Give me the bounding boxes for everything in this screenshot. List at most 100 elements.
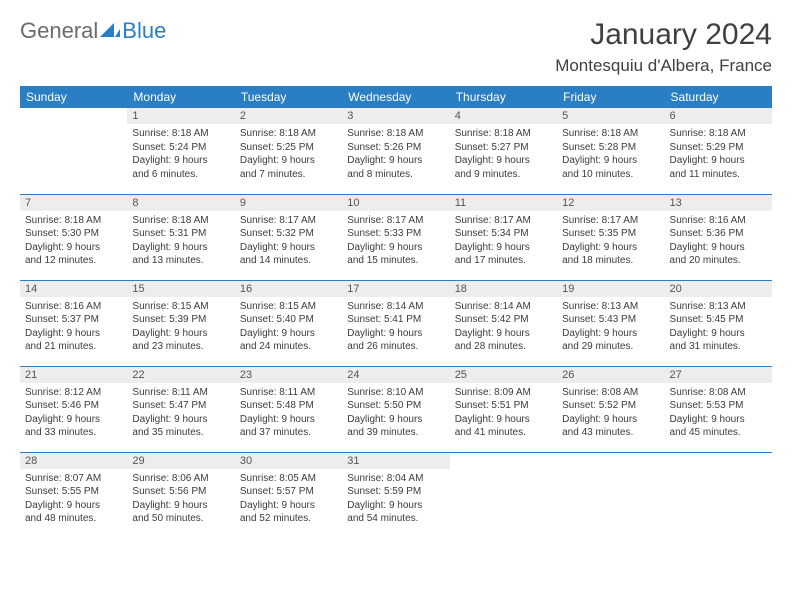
- day-number: 21: [20, 367, 127, 383]
- day-number: 24: [342, 367, 449, 383]
- daylight-line: Daylight: 9 hours: [25, 327, 122, 341]
- daylight-line: and 33 minutes.: [25, 426, 122, 440]
- daylight-line: Daylight: 9 hours: [455, 413, 552, 427]
- calendar-day-cell: 17Sunrise: 8:14 AMSunset: 5:41 PMDayligh…: [342, 280, 449, 366]
- daylight-line: Daylight: 9 hours: [240, 499, 337, 513]
- daylight-line: and 8 minutes.: [347, 168, 444, 182]
- sunrise-line: Sunrise: 8:04 AM: [347, 472, 444, 486]
- day-number: 26: [557, 367, 664, 383]
- daylight-line: and 11 minutes.: [670, 168, 767, 182]
- calendar-day-cell: 29Sunrise: 8:06 AMSunset: 5:56 PMDayligh…: [127, 452, 234, 538]
- daylight-line: Daylight: 9 hours: [670, 413, 767, 427]
- daylight-line: Daylight: 9 hours: [670, 327, 767, 341]
- sunset-line: Sunset: 5:25 PM: [240, 141, 337, 155]
- daylight-line: and 39 minutes.: [347, 426, 444, 440]
- sunrise-line: Sunrise: 8:11 AM: [132, 386, 229, 400]
- daylight-line: Daylight: 9 hours: [347, 241, 444, 255]
- calendar-day-cell: [665, 452, 772, 538]
- month-title: January 2024: [555, 18, 772, 52]
- sunset-line: Sunset: 5:42 PM: [455, 313, 552, 327]
- sunset-line: Sunset: 5:40 PM: [240, 313, 337, 327]
- daylight-line: Daylight: 9 hours: [347, 499, 444, 513]
- day-info: Sunrise: 8:15 AMSunset: 5:39 PMDaylight:…: [127, 297, 234, 357]
- calendar-day-cell: [450, 452, 557, 538]
- logo: General Blue: [20, 18, 166, 44]
- day-info: Sunrise: 8:18 AMSunset: 5:31 PMDaylight:…: [127, 211, 234, 271]
- daylight-line: Daylight: 9 hours: [347, 154, 444, 168]
- sunrise-line: Sunrise: 8:07 AM: [25, 472, 122, 486]
- sunrise-line: Sunrise: 8:18 AM: [132, 214, 229, 228]
- daylight-line: and 28 minutes.: [455, 340, 552, 354]
- daylight-line: Daylight: 9 hours: [132, 241, 229, 255]
- sunset-line: Sunset: 5:29 PM: [670, 141, 767, 155]
- daylight-line: and 52 minutes.: [240, 512, 337, 526]
- sunset-line: Sunset: 5:53 PM: [670, 399, 767, 413]
- sunrise-line: Sunrise: 8:08 AM: [670, 386, 767, 400]
- daylight-line: Daylight: 9 hours: [25, 241, 122, 255]
- day-number: 31: [342, 453, 449, 469]
- sunset-line: Sunset: 5:47 PM: [132, 399, 229, 413]
- sunset-line: Sunset: 5:32 PM: [240, 227, 337, 241]
- sunset-line: Sunset: 5:52 PM: [562, 399, 659, 413]
- weekday-header-row: Sunday Monday Tuesday Wednesday Thursday…: [20, 86, 772, 108]
- daylight-line: and 45 minutes.: [670, 426, 767, 440]
- day-number: 15: [127, 281, 234, 297]
- day-number: 28: [20, 453, 127, 469]
- sunrise-line: Sunrise: 8:14 AM: [347, 300, 444, 314]
- daylight-line: and 23 minutes.: [132, 340, 229, 354]
- day-info: Sunrise: 8:17 AMSunset: 5:32 PMDaylight:…: [235, 211, 342, 271]
- day-info: Sunrise: 8:18 AMSunset: 5:27 PMDaylight:…: [450, 124, 557, 184]
- day-info: Sunrise: 8:11 AMSunset: 5:47 PMDaylight:…: [127, 383, 234, 443]
- day-number: 22: [127, 367, 234, 383]
- weekday-header: Monday: [127, 86, 234, 108]
- calendar-day-cell: 2Sunrise: 8:18 AMSunset: 5:25 PMDaylight…: [235, 108, 342, 194]
- calendar-day-cell: 30Sunrise: 8:05 AMSunset: 5:57 PMDayligh…: [235, 452, 342, 538]
- day-info: Sunrise: 8:09 AMSunset: 5:51 PMDaylight:…: [450, 383, 557, 443]
- daylight-line: and 7 minutes.: [240, 168, 337, 182]
- daylight-line: and 12 minutes.: [25, 254, 122, 268]
- calendar-day-cell: 28Sunrise: 8:07 AMSunset: 5:55 PMDayligh…: [20, 452, 127, 538]
- sunset-line: Sunset: 5:45 PM: [670, 313, 767, 327]
- sunrise-line: Sunrise: 8:17 AM: [455, 214, 552, 228]
- daylight-line: Daylight: 9 hours: [25, 499, 122, 513]
- day-number: 19: [557, 281, 664, 297]
- day-number: 6: [665, 108, 772, 124]
- daylight-line: and 26 minutes.: [347, 340, 444, 354]
- page-header: General Blue January 2024 Montesquiu d'A…: [20, 18, 772, 76]
- sunset-line: Sunset: 5:24 PM: [132, 141, 229, 155]
- sunrise-line: Sunrise: 8:05 AM: [240, 472, 337, 486]
- daylight-line: Daylight: 9 hours: [562, 154, 659, 168]
- day-number: 1: [127, 108, 234, 124]
- calendar-week-row: 1Sunrise: 8:18 AMSunset: 5:24 PMDaylight…: [20, 108, 772, 194]
- sunset-line: Sunset: 5:36 PM: [670, 227, 767, 241]
- daylight-line: Daylight: 9 hours: [562, 413, 659, 427]
- sunrise-line: Sunrise: 8:18 AM: [670, 127, 767, 141]
- calendar-day-cell: 27Sunrise: 8:08 AMSunset: 5:53 PMDayligh…: [665, 366, 772, 452]
- calendar-day-cell: 8Sunrise: 8:18 AMSunset: 5:31 PMDaylight…: [127, 194, 234, 280]
- day-info: Sunrise: 8:17 AMSunset: 5:34 PMDaylight:…: [450, 211, 557, 271]
- day-info: Sunrise: 8:08 AMSunset: 5:52 PMDaylight:…: [557, 383, 664, 443]
- sunset-line: Sunset: 5:50 PM: [347, 399, 444, 413]
- calendar-day-cell: 9Sunrise: 8:17 AMSunset: 5:32 PMDaylight…: [235, 194, 342, 280]
- day-info: Sunrise: 8:15 AMSunset: 5:40 PMDaylight:…: [235, 297, 342, 357]
- calendar-day-cell: 16Sunrise: 8:15 AMSunset: 5:40 PMDayligh…: [235, 280, 342, 366]
- day-info: Sunrise: 8:14 AMSunset: 5:42 PMDaylight:…: [450, 297, 557, 357]
- sunset-line: Sunset: 5:27 PM: [455, 141, 552, 155]
- daylight-line: and 6 minutes.: [132, 168, 229, 182]
- day-number: 4: [450, 108, 557, 124]
- day-info: Sunrise: 8:13 AMSunset: 5:45 PMDaylight:…: [665, 297, 772, 357]
- calendar-table: Sunday Monday Tuesday Wednesday Thursday…: [20, 86, 772, 538]
- day-info: Sunrise: 8:06 AMSunset: 5:56 PMDaylight:…: [127, 469, 234, 529]
- day-number: 16: [235, 281, 342, 297]
- day-info: Sunrise: 8:17 AMSunset: 5:33 PMDaylight:…: [342, 211, 449, 271]
- sunset-line: Sunset: 5:56 PM: [132, 485, 229, 499]
- calendar-day-cell: 26Sunrise: 8:08 AMSunset: 5:52 PMDayligh…: [557, 366, 664, 452]
- daylight-line: and 35 minutes.: [132, 426, 229, 440]
- daylight-line: Daylight: 9 hours: [670, 241, 767, 255]
- day-number: 20: [665, 281, 772, 297]
- day-info: Sunrise: 8:11 AMSunset: 5:48 PMDaylight:…: [235, 383, 342, 443]
- day-number: 3: [342, 108, 449, 124]
- sunset-line: Sunset: 5:34 PM: [455, 227, 552, 241]
- day-info: Sunrise: 8:18 AMSunset: 5:24 PMDaylight:…: [127, 124, 234, 184]
- daylight-line: and 13 minutes.: [132, 254, 229, 268]
